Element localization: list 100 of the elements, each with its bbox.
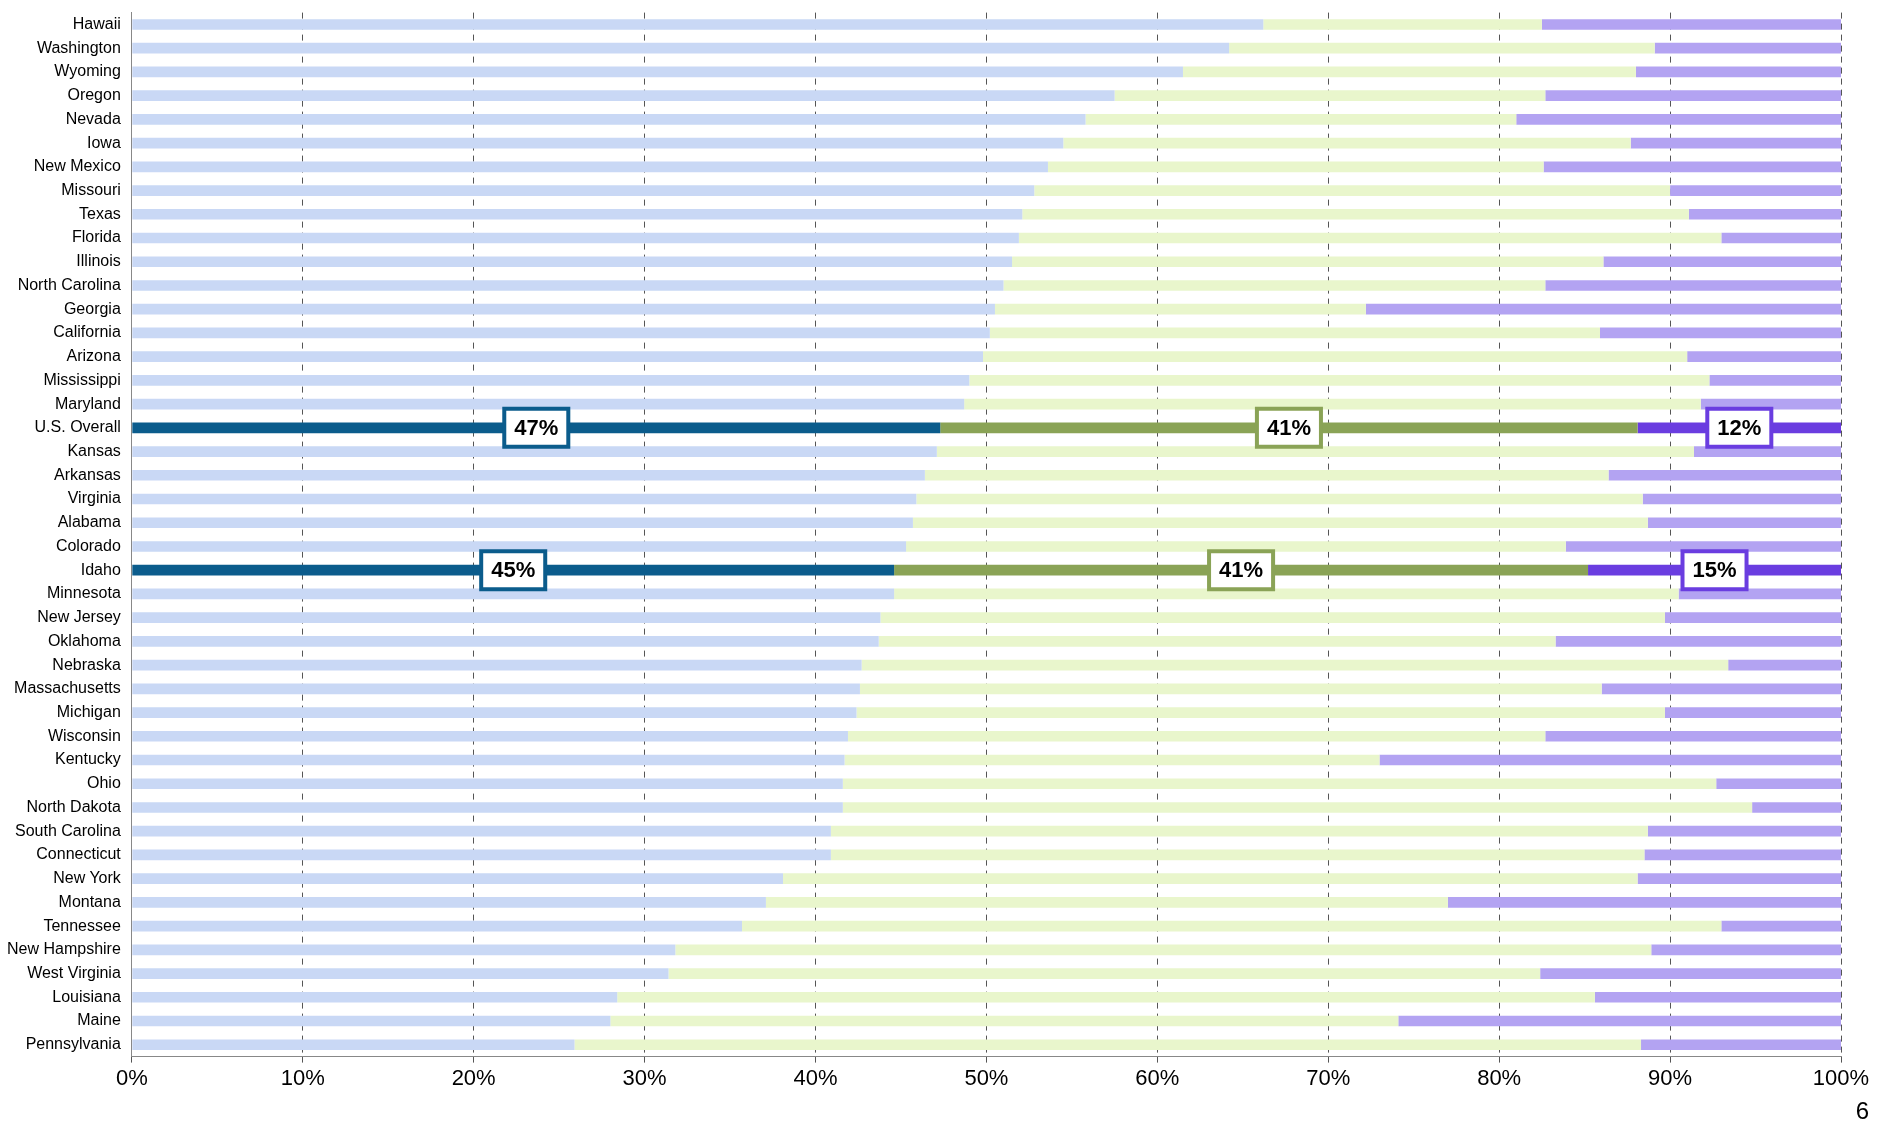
bar — [1603, 256, 1841, 268]
y-tick-label: Kansas — [67, 441, 121, 459]
bar — [132, 446, 937, 457]
bar — [1728, 659, 1841, 671]
y-tick-label: West Virginia — [27, 963, 121, 981]
bar — [132, 636, 879, 647]
bar — [1545, 90, 1841, 101]
bar — [1447, 897, 1841, 908]
bar — [880, 612, 1665, 623]
data-label: 41% — [1266, 414, 1311, 440]
bar — [132, 185, 1035, 196]
x-tick-label: 10% — [280, 1064, 325, 1090]
bar — [1608, 469, 1841, 481]
bar — [132, 90, 1115, 101]
x-tick-label: 0% — [115, 1064, 148, 1090]
bar — [1600, 327, 1841, 339]
bar — [132, 114, 1086, 125]
bar — [132, 280, 1004, 291]
y-tick-label: Massachusetts — [14, 679, 121, 697]
y-tick-label: New Jersey — [37, 608, 121, 626]
y-tick-label: Minnesota — [46, 584, 121, 602]
data-label: 47% — [514, 414, 559, 440]
bar — [844, 754, 1380, 766]
y-tick-label: Colorado — [55, 536, 121, 554]
bar — [1688, 208, 1841, 220]
bar — [132, 920, 742, 932]
bar — [1541, 19, 1841, 30]
y-tick-label: Alabama — [57, 513, 121, 531]
bar — [132, 19, 1264, 30]
bar — [878, 636, 1556, 647]
data-label: 41% — [1219, 557, 1264, 583]
y-tick-label: New York — [53, 869, 122, 887]
y-tick-label: Connecticut — [36, 845, 122, 863]
y-tick-label: Illinois — [76, 252, 121, 270]
y-tick-label: Oregon — [67, 86, 121, 104]
bar — [574, 1039, 1642, 1051]
bar — [132, 968, 669, 979]
bar — [1516, 114, 1841, 125]
bar — [1635, 66, 1841, 78]
bar — [1003, 280, 1546, 291]
bar — [132, 612, 881, 623]
bar — [1085, 114, 1517, 125]
bar — [1565, 541, 1841, 552]
x-tick-label: 90% — [1648, 1064, 1693, 1090]
bar — [132, 991, 618, 1003]
bar — [1664, 707, 1841, 718]
x-tick-label: 80% — [1477, 1064, 1522, 1090]
bar — [132, 303, 995, 315]
bar — [132, 778, 843, 790]
y-tick-label: Georgia — [63, 299, 121, 317]
bar — [1555, 636, 1841, 647]
bar — [675, 944, 1652, 956]
bar — [982, 351, 1688, 362]
bar — [906, 541, 1566, 552]
bar — [132, 351, 983, 362]
bar — [1543, 161, 1841, 173]
y-tick-label: North Dakota — [26, 797, 121, 815]
y-tick-label: Wisconsin — [47, 726, 121, 744]
x-tick-label: 100% — [1812, 1064, 1870, 1090]
y-tick-label: Washington — [36, 38, 121, 56]
bar — [132, 232, 1019, 244]
bar — [924, 469, 1609, 481]
bar — [1716, 778, 1841, 790]
bar — [842, 802, 1753, 813]
bar — [132, 754, 845, 766]
bar — [1687, 351, 1841, 362]
bar — [847, 730, 1546, 742]
bar — [1545, 730, 1841, 742]
bar — [132, 66, 1183, 78]
bar — [132, 375, 970, 386]
bar — [132, 944, 676, 956]
bar — [994, 303, 1366, 315]
bar — [1642, 493, 1841, 505]
y-tick-label: Texas — [79, 204, 121, 222]
x-tick-label: 20% — [451, 1064, 496, 1090]
bar — [936, 446, 1695, 457]
data-label: 12% — [1717, 414, 1762, 440]
bar — [132, 683, 860, 695]
bar — [1182, 66, 1636, 78]
bar — [668, 968, 1541, 979]
bar — [912, 517, 1648, 529]
bar — [842, 778, 1717, 790]
y-tick-label: Florida — [71, 228, 121, 246]
bar — [1654, 42, 1841, 54]
y-tick-label: South Carolina — [14, 821, 121, 839]
bar — [830, 849, 1645, 861]
y-tick-label: Virginia — [67, 489, 121, 507]
y-tick-label: Iowa — [87, 133, 121, 151]
x-tick-label: 30% — [622, 1064, 667, 1090]
y-tick-label: North Carolina — [17, 275, 121, 293]
y-tick-label: California — [53, 323, 121, 341]
bar — [617, 991, 1595, 1003]
bar — [1670, 185, 1841, 196]
x-tick-label: 50% — [964, 1064, 1009, 1090]
x-tick-label: 70% — [1306, 1064, 1351, 1090]
y-tick-label: Mississippi — [43, 370, 121, 388]
bar — [1721, 232, 1841, 244]
bar — [859, 683, 1602, 695]
bar — [1012, 256, 1604, 268]
bar — [132, 659, 862, 671]
